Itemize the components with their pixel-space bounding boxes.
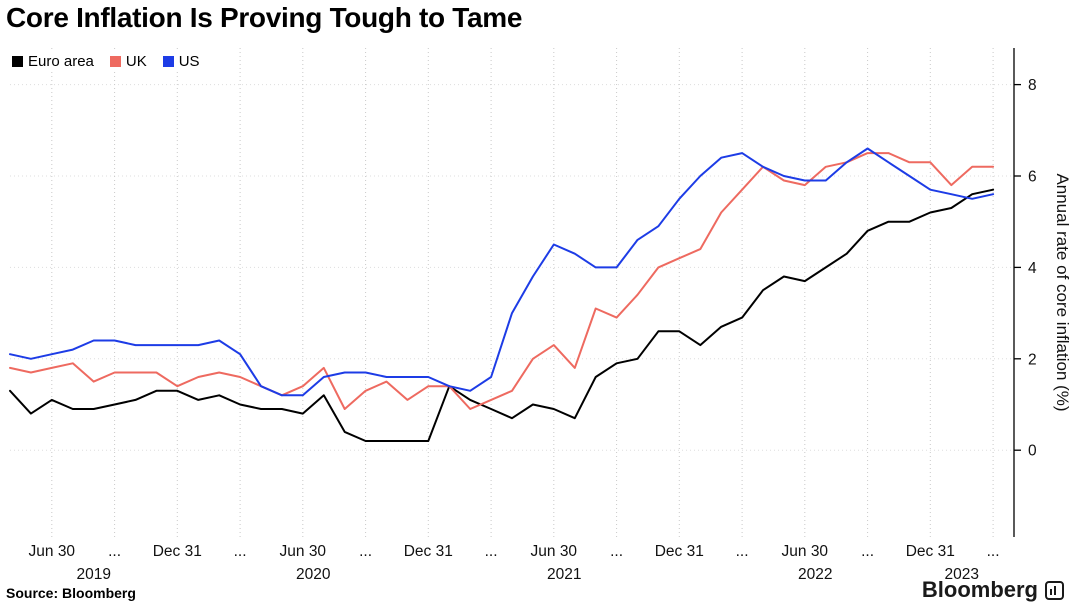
y-tick-label: 8 <box>1028 77 1037 94</box>
terminal-icon-bar <box>1050 588 1052 595</box>
legend-swatch-icon <box>109 56 121 67</box>
x-year-label: 2021 <box>547 566 581 583</box>
series-line-uk <box>9 152 995 410</box>
legend-swatch-icon <box>12 56 23 67</box>
x-tick-label: Dec 31 <box>153 543 202 560</box>
legend-item-euro-area: Euro area <box>12 53 94 70</box>
x-tick-label: ... <box>234 543 247 560</box>
x-tick-label: Jun 30 <box>531 543 578 560</box>
legend-swatch-icon <box>162 56 174 67</box>
y-tick-label: 2 <box>1028 351 1037 368</box>
y-tick-label: 4 <box>1028 260 1037 277</box>
source-label: Source: Bloomberg <box>6 585 136 601</box>
legend-item-uk: UK <box>109 53 147 70</box>
y-tick-label: 0 <box>1028 443 1037 460</box>
x-tick-label: ... <box>485 543 498 560</box>
bloomberg-logo: Bloomberg <box>922 577 1064 603</box>
x-tick-label: ... <box>736 543 749 560</box>
x-year-label: 2020 <box>296 566 331 583</box>
x-tick-label: Jun 30 <box>280 543 327 560</box>
terminal-icon-bar <box>1054 585 1056 595</box>
legend: Euro area UK US <box>8 51 204 72</box>
x-tick-label: Dec 31 <box>906 543 955 560</box>
bloomberg-logo-text: Bloomberg <box>921 577 1038 602</box>
series-line-us <box>9 147 995 397</box>
x-tick-label: ... <box>861 543 874 560</box>
y-tick-label: 6 <box>1028 169 1037 186</box>
series-line-euro-area <box>9 188 995 442</box>
x-tick-label: ... <box>359 543 372 560</box>
chart-title: Core Inflation Is Proving Tough to Tame <box>6 2 523 33</box>
x-tick-label: Dec 31 <box>655 543 704 560</box>
legend-label: Euro area <box>28 53 94 70</box>
x-tick-label: ... <box>108 543 121 560</box>
x-year-label: 2022 <box>798 566 832 583</box>
x-tick-label: ... <box>610 543 623 560</box>
bloomberg-terminal-icon <box>1045 580 1064 600</box>
legend-item-us: US <box>162 53 200 70</box>
x-tick-label: Dec 31 <box>404 543 453 560</box>
x-year-label: 2019 <box>76 566 110 583</box>
legend-label: UK <box>125 53 147 70</box>
y-axis-title: Annual rate of core inflation (%) <box>1053 173 1072 411</box>
x-tick-label: Jun 30 <box>782 543 829 560</box>
x-tick-label: Jun 30 <box>29 543 76 560</box>
x-tick-label: ... <box>987 543 1000 560</box>
legend-label: US <box>178 53 200 70</box>
